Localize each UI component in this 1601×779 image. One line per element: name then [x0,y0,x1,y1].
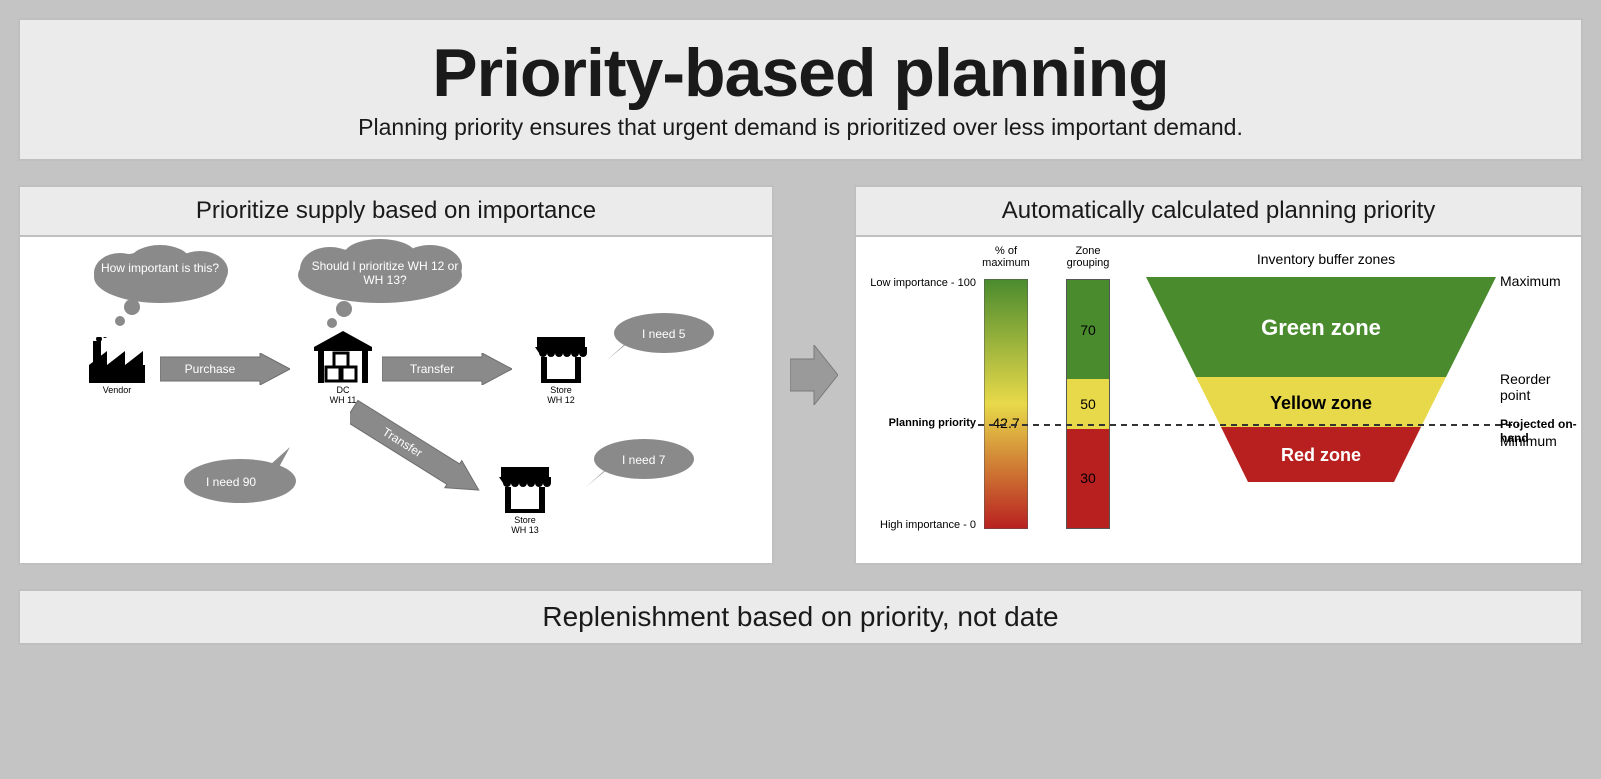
arrow-right-icon [790,345,838,405]
funnel-chart: Green zone Yellow zone Red zone [1146,277,1496,517]
low-importance-label: Low importance - 100 [862,277,976,289]
warehouse-icon [314,331,372,383]
dc-need-text: I need 90 [206,475,256,489]
left-card-title: Prioritize supply based on importance [20,187,772,237]
dc-thought-text: Should I prioritize WH 12 or WH 13? [310,259,460,287]
middle-row: Prioritize supply based on importance Ho… [18,185,1583,565]
right-diagram: % of maximum Zone grouping Inventory buf… [856,237,1581,563]
funnel-header: Inventory buffer zones [1196,251,1456,267]
planning-priority-label: Planning priority [862,417,976,429]
yellow-zone-label: Yellow zone [1270,393,1372,413]
reorder-label: Reorder point [1500,371,1581,403]
high-importance-label: High importance - 0 [862,519,976,531]
zone-red: 30 [1067,429,1109,528]
left-diagram: How important is this? Should I prioriti… [20,237,772,563]
store-icon [499,467,551,513]
max-label: Maximum [1500,273,1561,289]
wh12-label2: WH 12 [526,396,596,406]
center-arrow [790,345,838,405]
pct-header: % of maximum [976,245,1036,269]
store-icon [535,337,587,383]
right-card: Automatically calculated planning priori… [854,185,1583,565]
wh13-need-text: I need 7 [622,453,665,467]
footer-panel: Replenishment based on priority, not dat… [18,589,1583,645]
header-panel: Priority-based planning Planning priorit… [18,18,1583,161]
factory-icon [89,337,145,383]
red-zone-label: Red zone [1281,445,1361,465]
zone-green: 70 [1067,280,1109,379]
vendor-thought-text: How important is this? [90,261,230,275]
vendor-node: Vendor [82,337,152,396]
zone-bar: 70 50 30 [1066,279,1110,529]
page-title: Priority-based planning [30,34,1571,112]
projected-line [978,423,1518,427]
zone-yellow: 50 [1067,379,1109,429]
thought-cloud-icon [80,243,240,327]
vendor-label: Vendor [82,386,152,396]
footer-text: Replenishment based on priority, not dat… [542,601,1058,632]
right-card-title: Automatically calculated planning priori… [856,187,1581,237]
purchase-label: Purchase [185,362,236,376]
gradient-scale [984,279,1028,529]
wh12-node: Store WH 12 [526,337,596,406]
wh12-need-text: I need 5 [642,327,685,341]
wh13-node: Store WH 13 [490,467,560,536]
wh13-label2: WH 13 [490,526,560,536]
green-zone-label: Green zone [1261,315,1381,340]
transfer-wh12-label: Transfer [410,362,454,376]
transfer-wh12-arrow: Transfer [382,353,512,385]
min-label: Minimum [1500,433,1557,449]
left-card: Prioritize supply based on importance Ho… [18,185,774,565]
page-subtitle: Planning priority ensures that urgent de… [30,114,1571,141]
purchase-arrow: Purchase [160,353,290,385]
zone-header: Zone grouping [1058,245,1118,269]
